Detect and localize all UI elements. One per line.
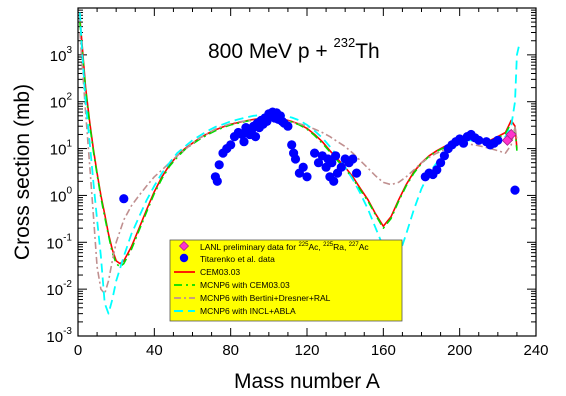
x-tick-label: 80 (222, 342, 239, 359)
x-tick-label: 240 (523, 342, 548, 359)
data-point-titarenko-et-al-data (283, 121, 293, 131)
data-point-titarenko-et-al-data (226, 140, 236, 150)
data-point-titarenko-et-al-data (250, 132, 261, 142)
y-axis: 10-3 10-2 10-1 100 101 102 103 (46, 9, 536, 346)
data-point-titarenko-et-al-data (493, 135, 503, 145)
data-point-titarenko-et-al-data (298, 162, 308, 172)
legend-label-cem: CEM03.03 (200, 267, 240, 277)
title-main: 800 MeV p + (208, 40, 334, 63)
title-superscript: 232 (334, 35, 356, 50)
data-point-titarenko-et-al-data (290, 154, 301, 164)
legend-label-lanl: LANL preliminary data for 225Ac, 225Ra, … (200, 242, 369, 252)
y-tick-label: 102 (50, 92, 73, 112)
data-point-titarenko-et-al-data (474, 135, 484, 145)
legend-label-titarenko: Titarenko et al. data (200, 254, 275, 264)
data-point-titarenko-et-al-data (510, 185, 520, 195)
legend-entry-titarenko: Titarenko et al. data (179, 253, 275, 264)
legend-entry-cem: CEM03.03 (174, 267, 240, 277)
data-point-titarenko-et-al-data (313, 158, 324, 168)
x-tick-label: 40 (146, 342, 163, 359)
data-point-titarenko-et-al-data (348, 154, 358, 164)
data-point-titarenko-et-al-data (439, 151, 449, 161)
data-point-titarenko-et-al-data (214, 160, 224, 170)
data-point-titarenko-et-al-data (352, 168, 362, 178)
y-tick-label: 10-2 (46, 279, 72, 299)
legend-label-mcnp6-cem: MCNP6 with CEM03.03 (200, 280, 290, 290)
data-point-titarenko-et-al-data (331, 151, 341, 161)
legend-marker-titarenko (179, 253, 189, 263)
legend: LANL preliminary data for 225Ac, 225Ra, … (169, 239, 403, 322)
y-tick-label: 103 (50, 45, 73, 65)
series-layer (79, 12, 520, 315)
data-point-titarenko-et-al-data (432, 165, 442, 175)
data-point-titarenko-et-al-data (302, 172, 312, 182)
legend-entry-mcnp6-cem: MCNP6 with CEM03.03 (174, 280, 290, 290)
series-line-mcnp6-with-incl-abla (79, 12, 520, 315)
data-point-titarenko-et-al-data (329, 176, 339, 186)
x-tick-label: 160 (371, 342, 396, 359)
data-point-titarenko-et-al-data (119, 194, 129, 204)
chart-title: 800 MeV p + 232Th (208, 35, 380, 63)
data-point-titarenko-et-al-data (237, 129, 247, 140)
x-axis-label: Mass number A (234, 370, 380, 393)
x-tick-label: 200 (447, 342, 472, 359)
data-point-titarenko-et-al-data (287, 140, 297, 150)
legend-marker-lanl (178, 240, 190, 252)
legend-entry-mcnp6-incl: MCNP6 with INCL+ABLA (174, 306, 296, 316)
legend-label-mcnp6-incl: MCNP6 with INCL+ABLA (200, 306, 296, 316)
y-tick-label: 10-1 (46, 232, 72, 252)
y-tick-label: 100 (50, 185, 73, 205)
y-tick-label: 10-3 (46, 326, 72, 346)
legend-entry-lanl: LANL preliminary data for 225Ac, 225Ra, … (178, 240, 369, 252)
x-tick-label: 120 (294, 342, 319, 359)
x-axis: 0 40 80 120 160 200 240 (74, 8, 549, 359)
data-point-lanl-preliminary-data (505, 128, 517, 141)
legend-label-mcnp6-bertini: MCNP6 with Bertini+Dresner+RAL (200, 293, 331, 303)
data-point-titarenko-et-al-data (310, 148, 320, 158)
x-tick-label: 0 (74, 342, 82, 359)
y-tick-label: 101 (50, 139, 73, 159)
legend-box (169, 239, 403, 322)
data-point-titarenko-et-al-data (327, 158, 337, 168)
y-axis-label: Cross section (mb) (11, 84, 34, 260)
data-point-titarenko-et-al-data (239, 137, 249, 147)
title-tail: Th (355, 40, 380, 63)
data-point-titarenko-et-al-data (436, 158, 446, 168)
legend-entry-mcnp6-bertini: MCNP6 with Bertini+Dresner+RAL (174, 293, 331, 303)
data-point-titarenko-et-al-data (336, 162, 346, 172)
data-point-titarenko-et-al-data (212, 176, 222, 186)
